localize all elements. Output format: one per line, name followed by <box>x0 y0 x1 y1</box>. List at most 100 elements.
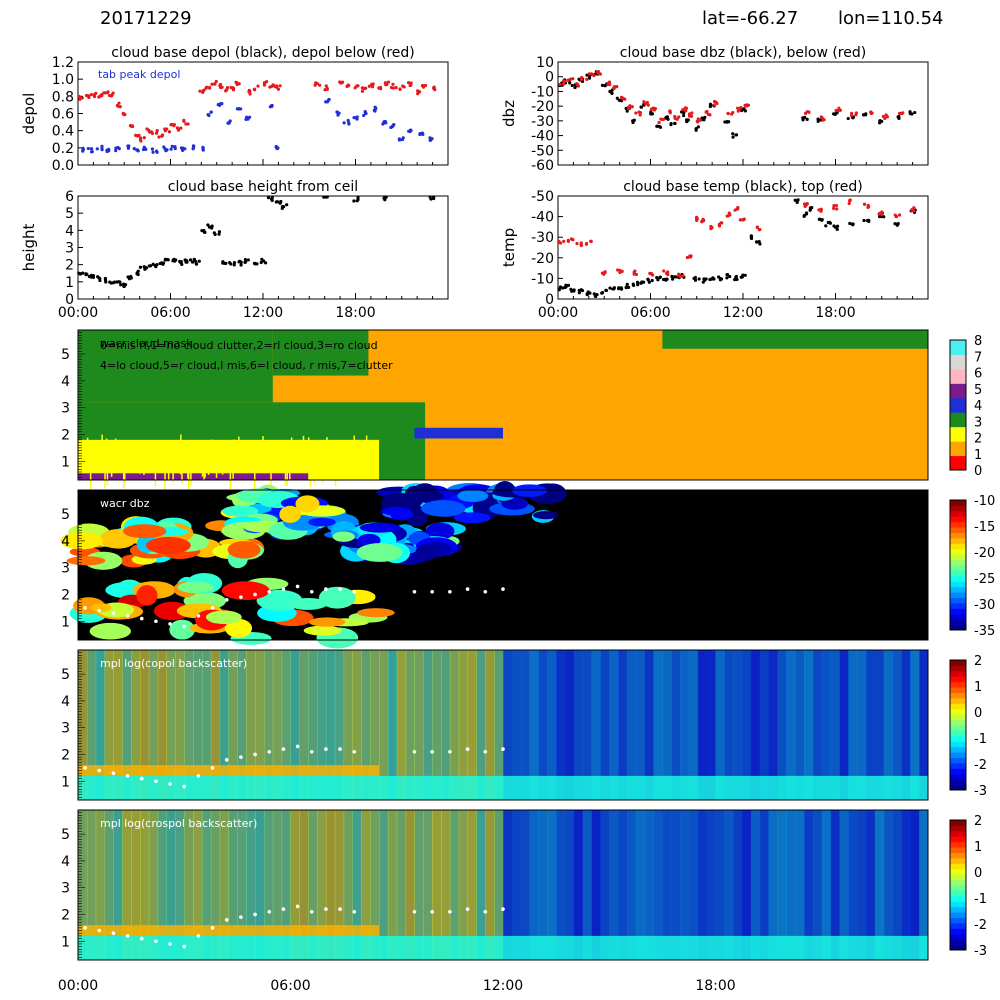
copol-colorbar-band <box>950 768 966 775</box>
crospol-column <box>414 810 424 960</box>
copol-column <box>343 650 353 800</box>
mask-streak <box>168 452 171 474</box>
mask-streak <box>318 444 321 456</box>
mask-streak <box>104 468 106 489</box>
dbz-ytick-label: -20 <box>531 99 554 115</box>
dbz-point <box>822 118 826 122</box>
dbz-point <box>592 73 596 78</box>
temp-point <box>588 291 592 295</box>
height-xtick-label: 06:00 <box>150 305 190 321</box>
dbz-point <box>677 115 681 119</box>
temp-point <box>635 280 640 284</box>
height-point <box>161 261 166 265</box>
temp-point <box>585 292 589 296</box>
temp-point <box>727 211 731 215</box>
temp-point <box>650 278 654 283</box>
crospol-column <box>910 810 920 960</box>
copol-column <box>485 650 495 800</box>
copol-column <box>573 650 584 800</box>
mask-streak <box>305 441 308 452</box>
mask-streak <box>156 441 158 466</box>
height-point <box>285 203 289 207</box>
depol-point <box>151 150 155 154</box>
depol-point <box>207 85 212 90</box>
copol-column <box>786 650 796 800</box>
depol-point <box>170 144 174 148</box>
dbz-point <box>598 72 602 76</box>
depol-point <box>327 97 331 102</box>
wacr-cloud-base-point <box>412 589 417 594</box>
mask-streak <box>293 453 295 463</box>
mask-streak <box>334 462 337 487</box>
crospol-column <box>290 810 300 960</box>
wacr-echo <box>512 484 548 497</box>
dbz-point <box>580 76 584 81</box>
wacr-colorbar-band <box>950 537 966 544</box>
temp-ytick-label: 0 <box>545 292 554 308</box>
wacr-echo <box>453 512 491 524</box>
copol-column <box>742 650 752 800</box>
mask-streak <box>175 441 177 452</box>
temp-point <box>734 274 739 279</box>
crospol-column <box>78 810 88 960</box>
crospol-cloud-base-point <box>168 942 172 946</box>
depol-point <box>150 131 155 136</box>
crospol-column <box>680 810 690 960</box>
dbz-point <box>898 111 902 116</box>
mask-streak <box>339 458 342 477</box>
wacr-colorbar-label: -25 <box>974 572 995 587</box>
mask-streak <box>104 450 106 463</box>
crospol-column <box>299 810 309 960</box>
mask-streak <box>238 436 240 462</box>
height-point <box>81 271 85 275</box>
crospol-column <box>618 810 628 960</box>
copol-cloud-base-point <box>267 749 272 754</box>
crospol-column <box>95 810 106 960</box>
crospol-column <box>485 810 495 960</box>
mask-streak <box>138 443 141 463</box>
mask-streak <box>105 438 108 452</box>
mask-streak <box>116 441 119 466</box>
depol-point <box>84 93 89 98</box>
dbz-ytick-label: -40 <box>531 129 554 145</box>
depol-point <box>352 116 356 120</box>
mask-streak <box>122 465 125 489</box>
copol-cloud-base-point <box>324 747 328 751</box>
copol-cloud-base-point <box>239 755 243 759</box>
height-ylabel: height <box>20 223 38 271</box>
crospol-column <box>556 810 566 960</box>
wacr-ytick-label: 1 <box>61 614 70 630</box>
temp-point <box>662 269 666 273</box>
depol-point <box>247 90 251 94</box>
depol-point <box>363 111 367 115</box>
crospol-colorbar-band <box>950 857 966 864</box>
depol-point <box>117 101 121 105</box>
wacr-colorbar-band <box>950 608 966 615</box>
temp-point <box>736 205 740 210</box>
wacr-echo <box>222 505 259 517</box>
depol-point <box>324 84 328 88</box>
wacr-echo <box>227 541 261 559</box>
temp-point <box>633 269 637 273</box>
height-point <box>89 273 93 277</box>
wacr-colorbar-band <box>950 543 966 550</box>
wacr-echo <box>224 618 253 638</box>
height-point <box>262 259 266 263</box>
depol-point <box>318 83 322 87</box>
height-point <box>229 262 233 266</box>
temp-point <box>602 272 606 276</box>
crospol-column <box>193 810 203 960</box>
mask-streak <box>181 465 183 484</box>
temp-point <box>681 274 685 278</box>
crospol-cloud-base-point <box>139 936 144 941</box>
wacr-echo <box>221 581 270 601</box>
mask-streak <box>165 447 167 470</box>
dbz-point <box>803 115 807 119</box>
wacr-echo <box>423 491 444 501</box>
temp-point <box>670 277 675 281</box>
crospol-column <box>263 810 274 960</box>
crospol-column <box>857 810 867 960</box>
depol-point <box>402 85 406 89</box>
depol-point <box>107 149 111 153</box>
temp-point <box>575 241 579 246</box>
